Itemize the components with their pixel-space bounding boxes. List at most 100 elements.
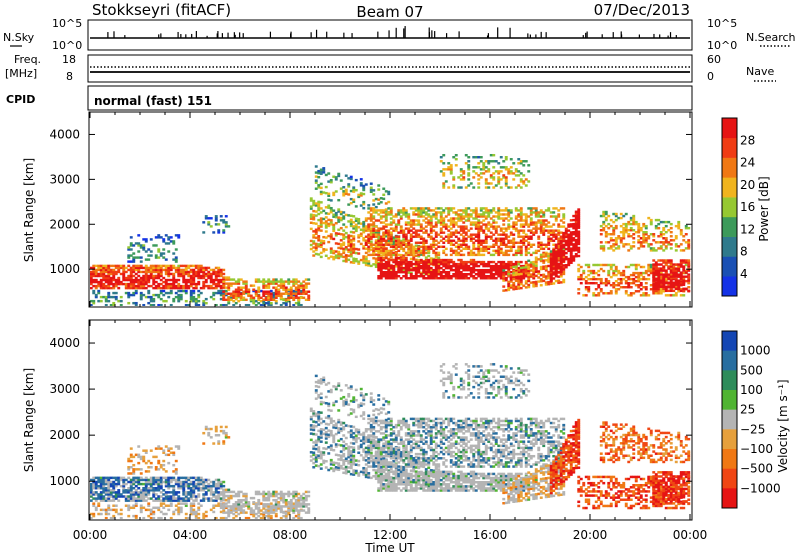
power-cell [609, 245, 613, 248]
power-cell [224, 292, 228, 295]
power-cell [397, 209, 401, 212]
power-cell [214, 272, 218, 276]
power-cell [319, 229, 323, 232]
power-cell [562, 260, 566, 263]
power-cell [494, 277, 498, 280]
power-cell [202, 270, 206, 274]
power-cell [479, 260, 483, 264]
velocity-cell [90, 489, 93, 492]
power-cell [634, 265, 638, 269]
power-cell [354, 227, 358, 231]
power-cell [394, 229, 398, 232]
power-cell [624, 212, 628, 216]
power-cell [199, 276, 203, 280]
power-cell [102, 272, 106, 276]
velocity-cell [167, 478, 171, 482]
power-cell [92, 299, 96, 303]
power-cell [622, 273, 626, 277]
power-cell [497, 178, 501, 181]
power-cell [487, 213, 491, 216]
power-cell [619, 231, 623, 234]
power-cell [277, 288, 281, 291]
power-cell [444, 207, 448, 210]
power-cell [92, 280, 96, 284]
power-cell [194, 266, 198, 270]
power-cell [604, 224, 608, 228]
power-cell [434, 253, 438, 257]
power-cell [574, 244, 578, 248]
power-cell [97, 289, 101, 293]
velocity-cell [117, 480, 121, 484]
power-cell [542, 215, 546, 218]
power-cell [632, 292, 636, 295]
power-cell [604, 233, 608, 236]
power-cell [672, 267, 676, 270]
power-cell [624, 243, 628, 246]
power-cell [449, 207, 453, 210]
power-cell [379, 254, 383, 257]
power-cell [502, 213, 506, 216]
power-cell [449, 166, 453, 169]
power-cell [339, 245, 343, 248]
power-cell [159, 278, 163, 282]
cpid-text: normal (fast) 151 [94, 94, 212, 108]
power-cell [657, 288, 661, 291]
power-cell [362, 184, 366, 188]
power-cell [494, 272, 498, 276]
noise-left-tick-top: 10^5 [52, 17, 82, 30]
power-cell [399, 209, 403, 212]
power-cell [474, 211, 478, 214]
power-cell [207, 272, 211, 276]
power-cell [507, 223, 511, 226]
power-cell [507, 172, 511, 175]
power-cell [177, 268, 181, 272]
power-cell [199, 264, 203, 268]
power-cell [289, 290, 293, 293]
power-cell [477, 247, 481, 251]
power-cell [342, 229, 346, 232]
power-cell [499, 186, 503, 189]
power-cell [372, 233, 376, 236]
power-cell [682, 277, 686, 281]
power-cell [269, 282, 273, 285]
power-cell [447, 235, 451, 238]
power-cell [477, 229, 481, 232]
power-cell [517, 174, 521, 177]
power-cell [557, 237, 561, 240]
power-cell [212, 297, 216, 301]
power-cell [102, 266, 106, 270]
power-cell [372, 257, 376, 260]
power-cell [507, 284, 511, 288]
power-cell [237, 282, 241, 285]
power-cell [549, 215, 553, 218]
power-cell [397, 270, 401, 274]
power-cell [317, 253, 321, 256]
power-cell [662, 249, 666, 252]
power-cell [424, 264, 428, 268]
power-cell [457, 239, 461, 242]
power-cell [372, 223, 376, 226]
power-cell [359, 204, 363, 207]
power-cell [662, 259, 666, 262]
power-cell [434, 251, 438, 255]
power-cell [239, 286, 243, 289]
power-cell [397, 223, 401, 226]
power-cell [214, 276, 218, 280]
power-cell [574, 216, 578, 220]
power-cell [672, 263, 676, 266]
power-cell [462, 231, 466, 234]
power-cell [634, 267, 638, 271]
power-cell [264, 290, 268, 293]
power-cell [554, 237, 558, 240]
power-cell [672, 265, 676, 269]
power-cell [397, 245, 401, 249]
power-cell [677, 224, 681, 228]
power-cell [424, 225, 428, 228]
power-cell [674, 263, 678, 266]
power-cell [312, 230, 316, 233]
power-cell [377, 277, 381, 280]
power-cell [484, 275, 488, 278]
power-cell [349, 201, 353, 205]
power-cell [359, 182, 363, 185]
